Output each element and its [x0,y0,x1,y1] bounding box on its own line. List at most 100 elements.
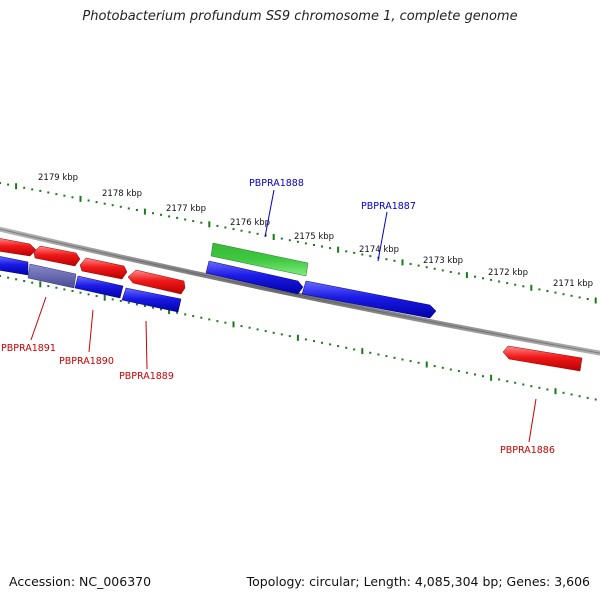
minor-tick [119,300,122,302]
minor-tick [369,255,372,258]
minor-tick [168,215,171,218]
major-tick [490,374,493,381]
minor-tick [353,251,356,254]
major-tick [39,281,42,288]
minor-tick [522,383,525,386]
major-tick [337,246,340,253]
scale-label: 2179 kbp [38,173,78,183]
major-tick [425,361,428,368]
minor-tick [361,253,364,256]
minor-tick [465,371,468,374]
minor-tick [127,207,130,210]
major-tick [296,334,299,341]
minor-tick [55,286,58,289]
minor-tick [401,358,404,361]
gene-feature[interactable] [205,260,304,295]
minor-tick [449,271,452,273]
minor-tick [570,393,573,396]
scale-label: 2175 kbp [294,232,334,242]
minor-tick [47,285,50,287]
major-tick [103,294,106,301]
gene-label-pbpra1891[interactable]: PBPRA1891 [1,343,56,354]
scale-label: 2173 kbp [423,256,463,266]
minor-tick [385,355,388,358]
minor-tick [216,224,219,227]
minor-tick [288,335,291,338]
minor-tick [160,308,162,311]
minor-tick [345,250,348,253]
minor-tick [192,220,195,223]
minor-tick [176,311,179,314]
minor-tick [63,194,66,197]
minor-tick [554,291,557,294]
gene-label-pbpra1888[interactable]: PBPRA1888 [249,178,304,189]
minor-tick [152,306,154,309]
minor-tick [119,205,122,208]
minor-tick [240,229,243,232]
minor-tick [498,378,501,381]
minor-tick [135,303,138,306]
gene-label-pbpra1886[interactable]: PBPRA1886 [500,445,555,456]
major-tick [465,272,468,279]
minor-tick [176,216,179,219]
minor-tick [232,228,235,231]
gene-feature[interactable] [0,238,37,257]
minor-tick [47,191,50,194]
major-tick [208,221,211,228]
minor-tick [514,283,517,286]
minor-tick [377,353,380,356]
scale-label: 2177 kbp [166,204,206,214]
minor-tick [313,244,315,246]
minor-tick [337,345,340,348]
scale-label: 2171 kbp [553,279,593,289]
gene-feature[interactable] [74,275,124,299]
map-title: Photobacterium profundum SS9 chromosome … [82,9,518,24]
minor-tick [7,276,10,279]
minor-tick [248,231,251,234]
gene-label-pbpra1889[interactable]: PBPRA1889 [119,371,174,382]
minor-tick [111,298,114,301]
minor-tick [224,321,227,324]
minor-tick [594,398,597,401]
minor-tick [498,280,501,283]
minor-tick [546,388,549,391]
minor-tick [490,278,493,281]
minor-tick [31,188,34,191]
minor-tick [39,189,42,192]
minor-tick [562,391,565,394]
minor-tick [538,386,541,389]
major-tick [361,348,364,355]
gene-feature[interactable] [127,269,186,295]
scale-label: 2176 kbp [230,218,270,228]
gene-feature[interactable] [210,242,309,277]
minor-tick [304,242,307,245]
gene-feature[interactable] [301,280,437,319]
scale-label: 2174 kbp [359,245,399,255]
minor-tick [506,282,509,285]
minor-tick [369,351,372,354]
minor-tick [160,213,162,216]
minor-tick [474,275,476,278]
gene-label-pbpra1890[interactable]: PBPRA1890 [59,356,114,367]
major-tick [594,297,597,304]
minor-tick [71,290,74,292]
minor-tick [184,313,187,316]
gene-feature[interactable] [33,245,81,267]
gene-feature[interactable] [121,287,182,313]
minor-tick [538,288,541,291]
minor-tick [578,296,581,299]
minor-tick [71,196,74,199]
minor-tick [506,380,509,383]
minor-tick [87,293,90,296]
minor-tick [200,221,203,224]
label-leaders [30,189,537,443]
gene-feature[interactable] [502,345,583,372]
gene-feature[interactable] [0,256,29,276]
gene-feature[interactable] [79,257,128,280]
minor-tick [329,247,332,250]
gene-label-pbpra1887[interactable]: PBPRA1887 [361,201,416,212]
minor-tick [127,301,130,304]
minor-tick [417,264,420,267]
minor-tick [586,396,589,399]
gene-feature[interactable] [27,263,77,289]
